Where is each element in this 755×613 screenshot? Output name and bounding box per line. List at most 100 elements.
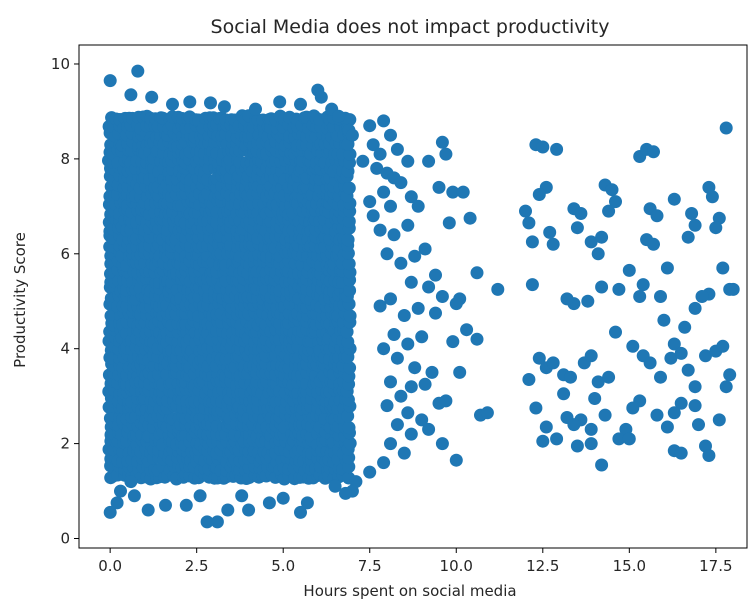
scatter-point <box>339 486 352 500</box>
scatter-point <box>415 330 429 344</box>
scatter-point <box>685 207 699 220</box>
scatter-point <box>204 96 217 110</box>
scatter-point <box>390 142 404 156</box>
scatter-point <box>654 370 667 384</box>
scatter-point <box>380 247 394 261</box>
scatter-point <box>415 413 429 427</box>
scatter-point <box>550 142 564 156</box>
scatter-point <box>343 147 357 161</box>
scatter-point <box>688 399 702 413</box>
scatter-point <box>463 211 477 225</box>
scatter-point <box>595 458 609 472</box>
scatter-point <box>699 349 712 363</box>
scatter-point <box>591 247 605 261</box>
scatter-point <box>262 496 276 510</box>
scatter-point <box>470 266 484 280</box>
scatter-point <box>384 375 397 389</box>
scatter-point <box>131 64 145 78</box>
scatter-point <box>609 325 622 339</box>
scatter-point <box>103 505 117 519</box>
scatter-point <box>124 475 138 489</box>
scatter-point <box>343 309 357 323</box>
scatter-point <box>377 342 391 356</box>
scatter-point <box>342 257 356 271</box>
scatter-point <box>692 418 705 432</box>
scatter-point <box>667 337 681 351</box>
scatter-point <box>394 389 408 403</box>
scatter-point <box>373 147 387 161</box>
scatter-point <box>449 297 463 311</box>
scatter-point <box>363 195 377 209</box>
scatter-point <box>716 339 730 353</box>
scatter-point <box>674 446 688 460</box>
scatter-point <box>217 100 231 114</box>
x-tick-label: 2.5 <box>185 557 209 575</box>
scatter-point <box>422 154 436 168</box>
scatter-point <box>370 161 384 175</box>
scatter-point <box>709 221 723 235</box>
scatter-point <box>681 363 695 377</box>
scatter-point <box>519 204 532 218</box>
scatter-point <box>439 147 453 161</box>
scatter-point <box>591 375 605 389</box>
scatter-point <box>145 90 159 104</box>
scatter-point <box>127 489 141 503</box>
scatter-point <box>276 491 290 505</box>
scatter-point <box>470 332 484 346</box>
scatter-point <box>667 192 681 206</box>
scatter-point <box>491 282 505 296</box>
x-tick-label: 10.0 <box>440 557 473 575</box>
scatter-point <box>654 290 667 303</box>
scatter-point <box>719 121 733 135</box>
scatter-point <box>719 380 733 394</box>
scatter-point <box>235 489 249 503</box>
y-tick-label: 6 <box>60 245 70 263</box>
scatter-point <box>449 453 463 467</box>
scatter-point <box>408 249 422 263</box>
scatter-point <box>688 380 702 394</box>
scatter-point <box>343 436 357 450</box>
scatter-point <box>342 214 356 228</box>
scatter-point <box>404 380 418 394</box>
chart-title: Social Media does not impact productivit… <box>211 16 610 38</box>
y-tick-label: 8 <box>60 150 70 168</box>
scatter-point <box>422 422 436 436</box>
scatter-point <box>363 119 377 133</box>
scatter-point <box>716 261 730 275</box>
scatter-point <box>456 185 470 199</box>
scatter-points <box>102 64 740 529</box>
scatter-point <box>404 427 418 441</box>
scatter-point <box>411 301 425 315</box>
scatter-point <box>435 135 449 149</box>
scatter-point <box>532 188 546 201</box>
scatter-point <box>387 228 401 242</box>
scatter-point <box>688 218 702 232</box>
scatter-point <box>429 306 442 320</box>
x-tick-label: 15.0 <box>613 557 646 575</box>
scatter-point <box>342 421 356 435</box>
scatter-point <box>377 114 391 128</box>
scatter-point <box>536 140 550 154</box>
scatter-point <box>356 154 370 168</box>
scatter-point <box>667 406 681 420</box>
scatter-point <box>384 292 397 306</box>
scatter-point <box>179 498 193 512</box>
x-tick-label: 17.5 <box>699 557 732 575</box>
scatter-point <box>460 323 474 337</box>
scatter-point <box>529 401 543 415</box>
scatter-point <box>273 95 287 109</box>
scatter-point <box>390 351 404 365</box>
scatter-point <box>363 465 377 479</box>
scatter-point <box>570 439 584 453</box>
scatter-point <box>377 185 391 199</box>
scatter-point <box>636 278 650 292</box>
scatter-point <box>342 181 356 195</box>
scatter-point <box>373 299 387 313</box>
scatter-point <box>366 138 380 152</box>
scatter-point <box>384 437 397 451</box>
scatter-point <box>343 361 357 375</box>
scatter-point <box>432 180 446 194</box>
scatter-point <box>404 275 418 289</box>
scatter-point <box>584 235 598 249</box>
scatter-point <box>210 515 224 529</box>
